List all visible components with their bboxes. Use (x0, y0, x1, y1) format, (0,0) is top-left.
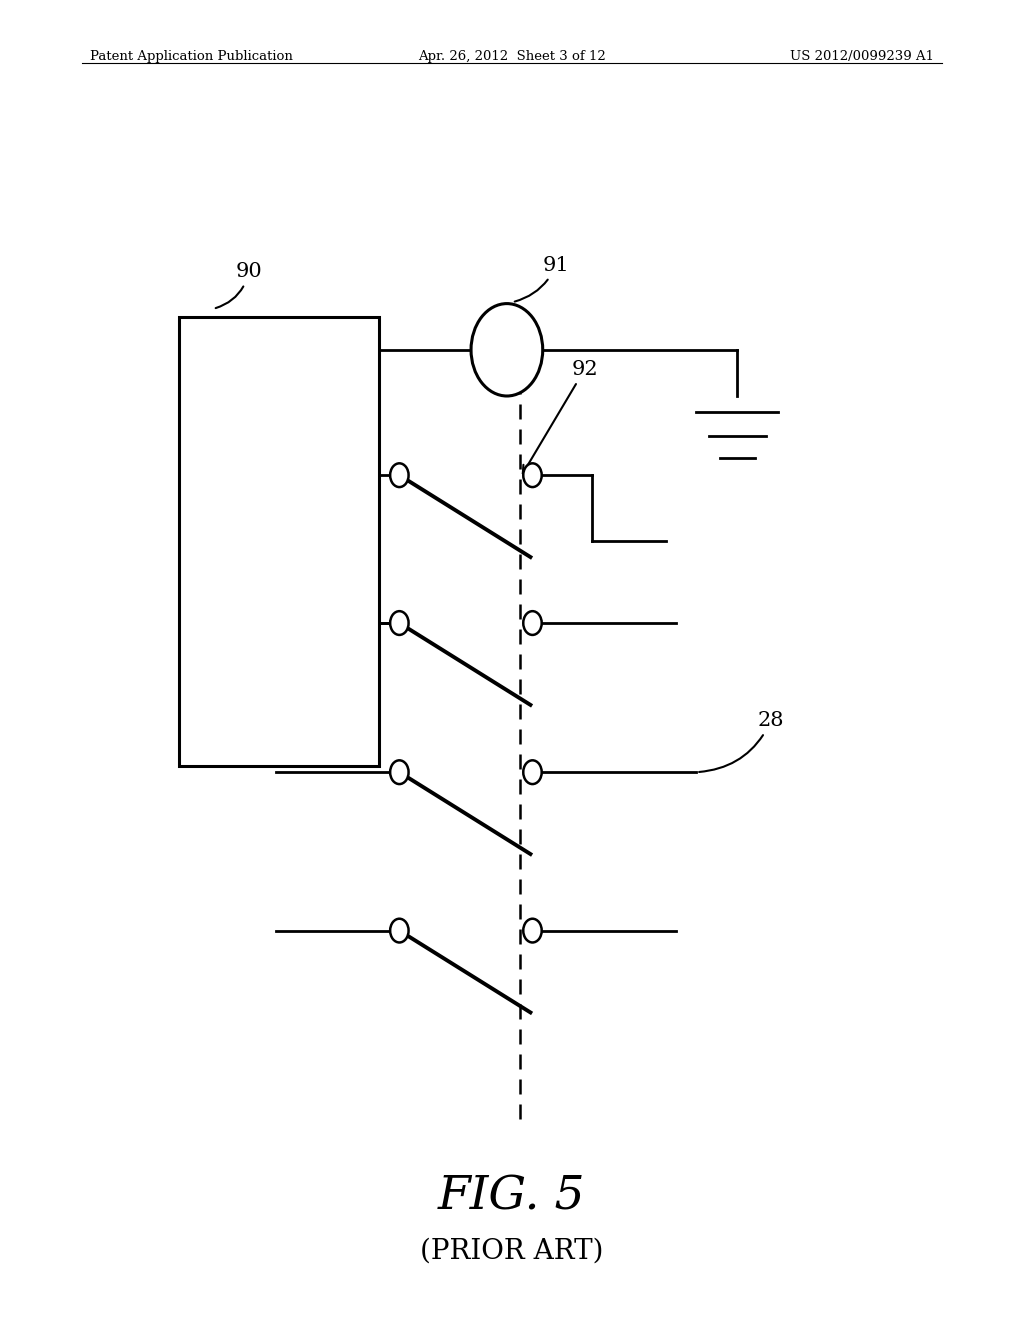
Circle shape (471, 304, 543, 396)
Circle shape (390, 760, 409, 784)
Circle shape (523, 760, 542, 784)
Text: US 2012/0099239 A1: US 2012/0099239 A1 (790, 50, 934, 63)
Circle shape (523, 919, 542, 942)
Circle shape (390, 611, 409, 635)
Bar (179, 317, 379, 766)
Text: FIG. 5: FIG. 5 (438, 1175, 586, 1220)
Text: 91: 91 (515, 256, 569, 301)
Circle shape (523, 611, 542, 635)
Text: Apr. 26, 2012  Sheet 3 of 12: Apr. 26, 2012 Sheet 3 of 12 (418, 50, 606, 63)
Text: 28: 28 (699, 711, 784, 772)
Text: (PRIOR ART): (PRIOR ART) (420, 1238, 604, 1265)
Text: 92: 92 (523, 360, 598, 474)
Text: 90: 90 (216, 263, 262, 308)
Circle shape (390, 919, 409, 942)
Text: Patent Application Publication: Patent Application Publication (90, 50, 293, 63)
Circle shape (390, 463, 409, 487)
Circle shape (523, 463, 542, 487)
